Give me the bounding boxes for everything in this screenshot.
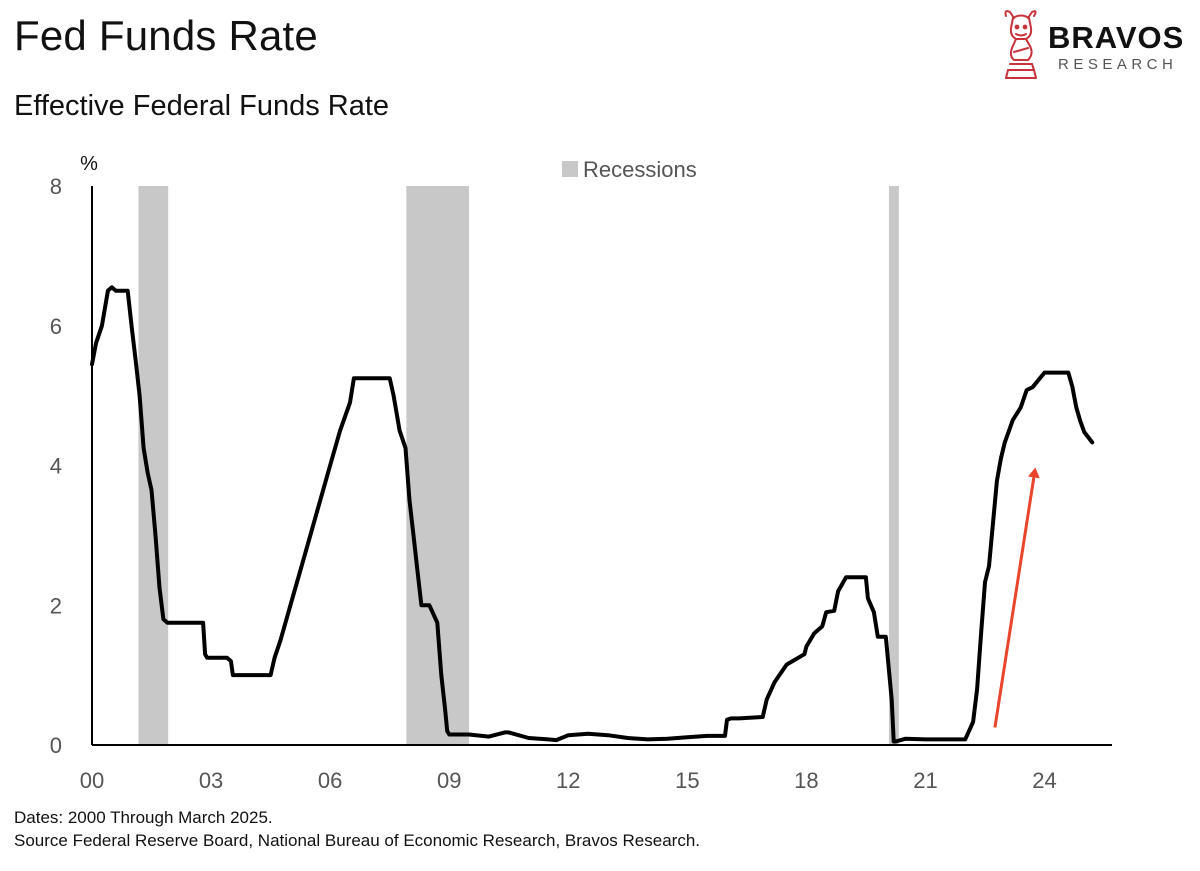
series-line-effective-fed-funds-rate <box>90 285 1095 744</box>
bull-chess-knight-icon <box>1004 10 1037 79</box>
footnote-source: Source Federal Reserve Board, National B… <box>14 831 701 850</box>
brand-name: BRAVOS <box>1048 20 1185 55</box>
x-tick-label: 12 <box>556 768 580 793</box>
y-tick-label: 4 <box>50 454 62 479</box>
x-tick-label: 00 <box>80 768 104 793</box>
recession-band-2 <box>406 186 470 745</box>
brand-logo: BRAVOS RESEARCH <box>998 6 1188 86</box>
x-tick-label: 03 <box>199 768 223 793</box>
recession-bands <box>138 186 899 745</box>
y-tick-label: 2 <box>50 593 62 618</box>
chart-title: Fed Funds Rate <box>14 12 318 59</box>
x-tick-label: 06 <box>318 768 342 793</box>
x-tick-label: 21 <box>913 768 937 793</box>
legend-label-recessions: Recessions <box>583 157 697 182</box>
x-tick-label: 18 <box>794 768 818 793</box>
y-tick-label: 6 <box>50 314 62 339</box>
y-axis-unit-label: % <box>80 153 98 175</box>
recession-band-1 <box>138 186 169 745</box>
footnote-dates: Dates: 2000 Through March 2025. <box>14 808 273 827</box>
x-tick-label: 15 <box>675 768 699 793</box>
recession-band-3 <box>888 186 899 745</box>
chart-subtitle: Effective Federal Funds Rate <box>14 90 390 122</box>
y-tick-label: 0 <box>50 733 62 758</box>
legend: Recessions <box>562 157 697 182</box>
legend-swatch-recessions <box>562 161 578 177</box>
annotation-arrow <box>993 467 1040 728</box>
x-tick-label: 09 <box>437 768 461 793</box>
brand-tagline: RESEARCH <box>1058 56 1178 73</box>
y-tick-label: 8 <box>50 174 62 199</box>
x-axis-ticks: 00 03 06 09 12 15 18 21 24 <box>80 768 1057 793</box>
y-axis-ticks: 0 2 4 6 8 <box>50 174 62 758</box>
x-tick-label: 24 <box>1032 768 1056 793</box>
